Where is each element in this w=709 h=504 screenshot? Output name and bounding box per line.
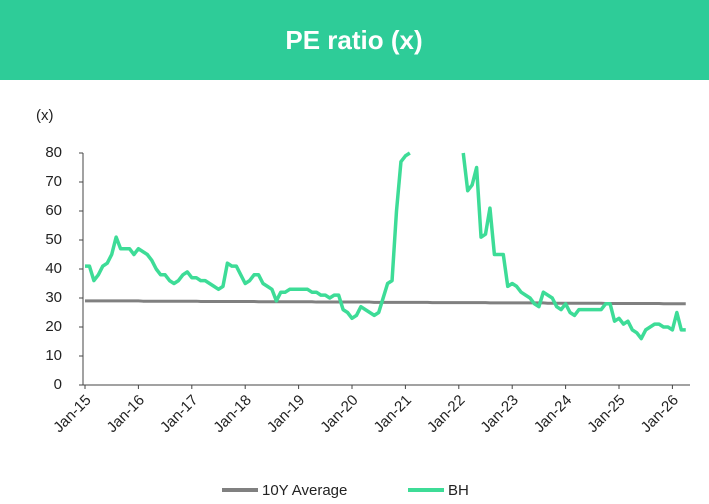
x-tick-label: Jan-26 bbox=[638, 392, 682, 436]
y-tick-label: 80 bbox=[45, 144, 62, 161]
x-tick-label: Jan-17 bbox=[157, 392, 201, 436]
x-tick-label: Jan-25 bbox=[584, 392, 628, 436]
y-tick-label: 20 bbox=[45, 318, 62, 335]
x-tick-label: Jan-16 bbox=[104, 392, 148, 436]
header-band bbox=[0, 0, 709, 80]
series-line bbox=[85, 151, 686, 341]
y-tick-label: 60 bbox=[45, 202, 62, 219]
series-line bbox=[85, 299, 686, 306]
x-tick-label: Jan-20 bbox=[317, 392, 361, 436]
y-tick-label: 70 bbox=[45, 173, 62, 190]
x-tick-label: Jan-18 bbox=[210, 392, 254, 436]
chart-title: PE ratio (x) bbox=[285, 25, 422, 55]
y-tick-label: 10 bbox=[45, 347, 62, 364]
x-tick-label: Jan-21 bbox=[371, 392, 415, 436]
x-tick-label: Jan-15 bbox=[50, 392, 94, 436]
y-tick-label: 50 bbox=[45, 231, 62, 248]
y-tick-label: 0 bbox=[54, 376, 62, 393]
x-tick-label: Jan-22 bbox=[424, 392, 468, 436]
y-axis-label: (x) bbox=[36, 107, 54, 124]
legend-label: BH bbox=[448, 482, 469, 499]
x-tick-label: Jan-24 bbox=[531, 392, 575, 436]
x-tick-label: Jan-23 bbox=[477, 392, 521, 436]
legend-label: 10Y Average bbox=[262, 482, 347, 499]
y-tick-label: 40 bbox=[45, 260, 62, 277]
x-tick-label: Jan-19 bbox=[264, 392, 308, 436]
y-tick-label: 30 bbox=[45, 289, 62, 306]
